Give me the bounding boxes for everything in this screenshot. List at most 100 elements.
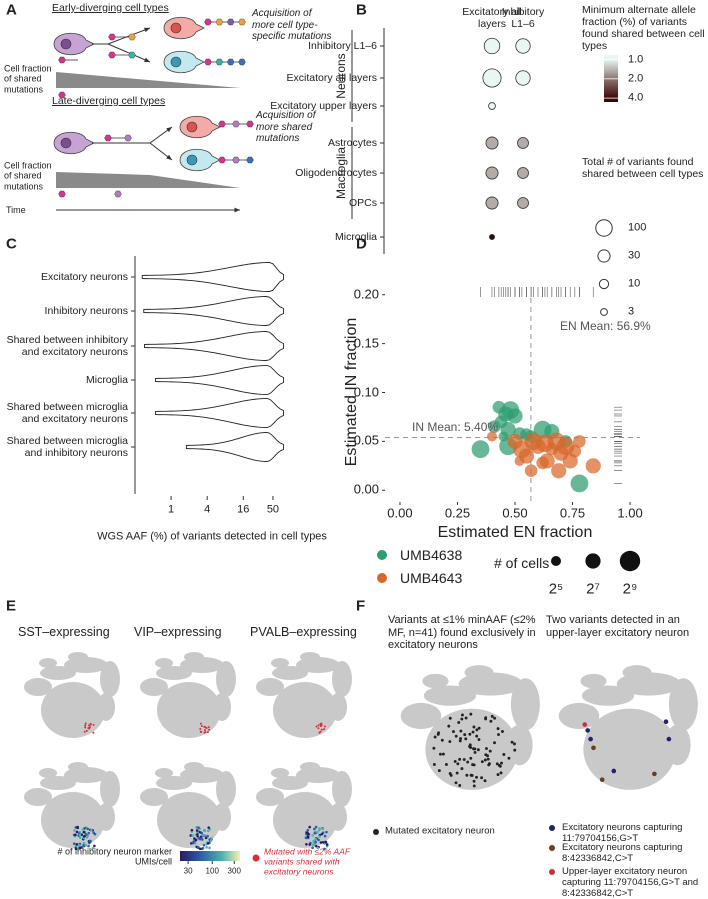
mutated-cell <box>458 784 462 787</box>
marker-cell <box>323 834 327 838</box>
mutated-cell <box>458 757 462 761</box>
marker-cell <box>92 831 96 835</box>
dot <box>483 37 501 55</box>
umap <box>140 652 236 738</box>
umap-cluster <box>425 708 519 790</box>
marker-cell <box>77 843 81 847</box>
mutation <box>215 18 224 26</box>
mutated-cell <box>487 762 491 766</box>
marker-cell <box>325 830 328 834</box>
panel-title: PVALB–expressing <box>250 624 357 639</box>
point <box>573 435 586 448</box>
umap-cluster <box>464 665 494 680</box>
label: Early-diverging cell types <box>52 1 169 14</box>
mutated-cell <box>441 752 445 756</box>
marker-cell <box>321 840 325 844</box>
cell <box>179 115 221 139</box>
mutated-cell <box>512 742 516 746</box>
marker-cell <box>201 846 205 850</box>
marker-cell <box>195 829 199 832</box>
mutated-cell <box>476 748 480 752</box>
size-legend-label: 100 <box>628 221 647 234</box>
mutated-cell <box>472 725 476 729</box>
mutation <box>218 120 226 128</box>
umap-cluster <box>40 776 76 790</box>
mutated-cell <box>459 737 463 741</box>
marker-cell <box>83 730 86 733</box>
label: Excitatory neurons capturing 11:79704156… <box>562 822 683 844</box>
label: Mutated excitatory neuron <box>385 825 495 837</box>
dot <box>515 70 531 86</box>
violin <box>185 432 284 462</box>
umap-cluster <box>156 666 192 680</box>
umap-cluster <box>329 803 347 831</box>
y-tick-label: 0.00 <box>353 481 379 497</box>
row-label: Excitatory upper layers <box>270 99 377 112</box>
mutated-cell <box>432 763 436 766</box>
marker-cell <box>320 728 323 731</box>
mutation <box>226 58 235 66</box>
annotation: EN Mean: 56.9% <box>560 319 651 334</box>
mutated-cell <box>448 771 452 775</box>
umap-cluster <box>664 724 691 766</box>
legend-title: Minimum alternate allele fraction (%) of… <box>582 4 705 53</box>
marker-cell <box>317 838 320 842</box>
variant-cell <box>585 728 591 733</box>
mutated-cell <box>483 779 487 783</box>
marker-cell <box>318 731 321 734</box>
mutated-cell <box>454 781 458 785</box>
panel-label: F <box>356 597 366 615</box>
legend-swatch <box>549 845 555 851</box>
arrowhead <box>166 127 172 133</box>
marker-cell <box>314 841 317 844</box>
umap-cluster <box>400 702 442 729</box>
panel-label: D <box>356 235 367 253</box>
size-legend-dot <box>597 249 611 263</box>
marker-cell <box>306 828 310 832</box>
colorbar-tick-label: 2.0 <box>628 72 644 85</box>
umap-cluster <box>41 682 105 738</box>
marker-cell <box>205 846 208 849</box>
label: Mutated with ≤2% AAF variants shared wit… <box>264 846 350 876</box>
marker-cell <box>316 830 319 834</box>
x-tick-label: 4 <box>204 503 211 516</box>
umap-cluster <box>272 666 308 680</box>
umap-cluster <box>155 658 173 668</box>
mutation <box>108 33 116 41</box>
y-tick-label: 0.10 <box>353 384 379 400</box>
marker-cell <box>323 847 326 851</box>
marker-cell <box>313 827 316 831</box>
mutated-cell <box>473 750 477 754</box>
mutation <box>58 190 66 198</box>
variant-cell <box>666 736 672 742</box>
marker-cell <box>319 722 322 725</box>
umap-cluster <box>156 776 192 790</box>
y-tick-label: 0.05 <box>353 432 379 448</box>
label: Upper-layer excitatory neuron capturing … <box>562 866 699 899</box>
colorbar-tick-label: 4.0 <box>628 91 644 104</box>
nucleus <box>170 22 182 34</box>
cell <box>179 148 221 172</box>
mutated-cell <box>493 716 497 720</box>
marker-cell <box>75 830 79 834</box>
mutated-cell <box>513 748 517 752</box>
row-label: OPCs <box>348 196 377 209</box>
mutation <box>246 120 254 128</box>
marker-cell <box>92 731 95 734</box>
legend-label: UMB4638 <box>400 546 463 563</box>
dot <box>485 196 499 210</box>
x-axis-label: WGS AAF (%) of variants detected in cell… <box>97 530 327 543</box>
variant-cell <box>591 745 596 751</box>
marker-cell <box>72 842 76 845</box>
panel-title: Two variants detected in an upper-layer … <box>546 614 690 639</box>
mutated-cell <box>500 761 503 765</box>
panel-label: B <box>356 1 367 19</box>
dot <box>485 166 499 180</box>
marker-cell <box>320 832 324 836</box>
dot <box>488 102 496 110</box>
mutated-cell <box>484 753 488 757</box>
marker-cell <box>190 828 194 832</box>
marker-cell <box>323 728 326 731</box>
variant-cell <box>611 768 617 774</box>
